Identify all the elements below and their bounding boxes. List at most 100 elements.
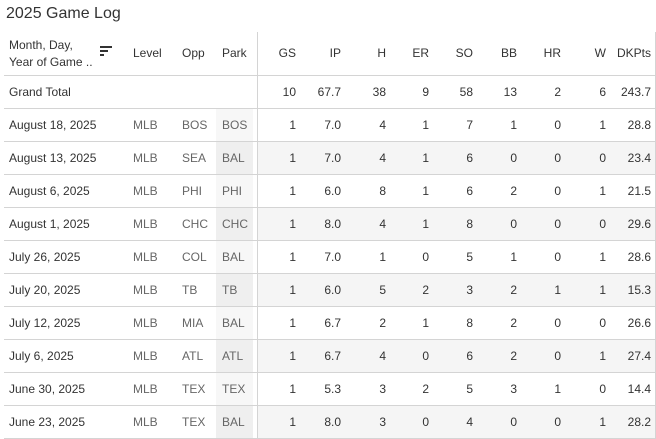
row-opp: CHC bbox=[182, 217, 208, 231]
row-bb: 3 bbox=[510, 382, 517, 396]
header-ip[interactable]: IP bbox=[329, 46, 341, 60]
row-dkpts: 14.4 bbox=[627, 382, 651, 396]
row-opp: MIA bbox=[182, 316, 204, 330]
row-bb: 1 bbox=[510, 118, 517, 132]
row-divider bbox=[4, 339, 656, 340]
row-h: 3 bbox=[379, 415, 386, 429]
row-hr: 0 bbox=[554, 118, 561, 132]
row-bb: 0 bbox=[510, 415, 517, 429]
row-divider bbox=[4, 174, 656, 175]
park-cell-shade bbox=[216, 207, 253, 240]
row-ip: 6.0 bbox=[324, 283, 341, 297]
row-shade bbox=[257, 405, 656, 438]
row-dkpts: 28.6 bbox=[627, 250, 651, 264]
row-opp: TB bbox=[182, 283, 198, 297]
row-dkpts: 23.4 bbox=[627, 151, 651, 165]
header-date-line2[interactable]: Year of Game .. bbox=[9, 55, 93, 69]
row-w: 0 bbox=[599, 217, 606, 231]
row-level: MLB bbox=[133, 349, 158, 363]
row-w: 1 bbox=[599, 283, 606, 297]
row-opp: ATL bbox=[182, 349, 204, 363]
row-divider bbox=[4, 141, 656, 142]
header-opp[interactable]: Opp bbox=[182, 46, 205, 60]
header-park[interactable]: Park bbox=[222, 46, 247, 60]
row-bb: 1 bbox=[510, 250, 517, 264]
row-so: 5 bbox=[466, 250, 473, 264]
row-so: 6 bbox=[466, 349, 473, 363]
row-w: 0 bbox=[599, 151, 606, 165]
header-er[interactable]: ER bbox=[412, 46, 429, 60]
row-shade bbox=[257, 339, 656, 372]
row-park: BAL bbox=[222, 415, 245, 429]
row-date: August 18, 2025 bbox=[9, 118, 97, 132]
row-park: TEX bbox=[222, 382, 246, 396]
column-divider bbox=[257, 32, 258, 438]
page-title: 2025 Game Log bbox=[6, 5, 121, 22]
row-ip: 7.0 bbox=[324, 151, 341, 165]
row-so: 6 bbox=[466, 184, 473, 198]
row-bb: 2 bbox=[510, 349, 517, 363]
row-dkpts: 29.6 bbox=[627, 217, 651, 231]
row-level: MLB bbox=[133, 217, 158, 231]
park-cell-shade bbox=[216, 306, 253, 339]
row-gs: 1 bbox=[289, 349, 296, 363]
row-hr: 0 bbox=[554, 349, 561, 363]
row-level: MLB bbox=[133, 316, 158, 330]
row-level: MLB bbox=[133, 184, 158, 198]
park-cell-shade bbox=[216, 372, 253, 405]
grand-total-bb: 13 bbox=[503, 85, 517, 99]
row-date: August 6, 2025 bbox=[9, 184, 90, 198]
row-h: 8 bbox=[379, 184, 386, 198]
grand-total-label: Grand Total bbox=[9, 85, 71, 99]
row-so: 4 bbox=[466, 415, 473, 429]
row-h: 4 bbox=[379, 349, 386, 363]
row-dkpts: 28.8 bbox=[627, 118, 651, 132]
row-h: 3 bbox=[379, 382, 386, 396]
row-opp: COL bbox=[182, 250, 207, 264]
grand-total-gs: 10 bbox=[282, 85, 296, 99]
sort-icon[interactable] bbox=[100, 46, 112, 58]
row-so: 7 bbox=[466, 118, 473, 132]
row-dkpts: 27.4 bbox=[627, 349, 651, 363]
row-so: 8 bbox=[466, 217, 473, 231]
header-so[interactable]: SO bbox=[455, 46, 473, 60]
row-so: 6 bbox=[466, 151, 473, 165]
park-cell-shade bbox=[216, 174, 253, 207]
row-dkpts: 15.3 bbox=[627, 283, 651, 297]
row-level: MLB bbox=[133, 283, 158, 297]
header-w[interactable]: W bbox=[594, 46, 606, 60]
row-hr: 0 bbox=[554, 217, 561, 231]
row-gs: 1 bbox=[289, 184, 296, 198]
row-date: July 26, 2025 bbox=[9, 250, 81, 264]
row-er: 1 bbox=[422, 316, 429, 330]
header-bb[interactable]: BB bbox=[500, 46, 517, 60]
row-w: 1 bbox=[599, 415, 606, 429]
header-hr[interactable]: HR bbox=[543, 46, 561, 60]
header-dkpts[interactable]: DKPts bbox=[616, 46, 651, 60]
row-date: August 13, 2025 bbox=[9, 151, 97, 165]
header-h[interactable]: H bbox=[377, 46, 386, 60]
row-er: 1 bbox=[422, 184, 429, 198]
park-cell-shade bbox=[216, 405, 253, 438]
row-hr: 0 bbox=[554, 415, 561, 429]
row-level: MLB bbox=[133, 151, 158, 165]
header-gs[interactable]: GS bbox=[278, 46, 296, 60]
row-date: June 23, 2025 bbox=[9, 415, 86, 429]
row-gs: 1 bbox=[289, 283, 296, 297]
row-so: 3 bbox=[466, 283, 473, 297]
row-so: 5 bbox=[466, 382, 473, 396]
row-ip: 5.3 bbox=[324, 382, 341, 396]
row-park: BAL bbox=[222, 316, 245, 330]
header-date-line1[interactable]: Month, Day, bbox=[9, 38, 73, 52]
row-shade bbox=[257, 273, 656, 306]
row-er: 0 bbox=[422, 250, 429, 264]
grand-total-dkpts: 243.7 bbox=[620, 85, 651, 99]
row-gs: 1 bbox=[289, 151, 296, 165]
row-ip: 8.0 bbox=[324, 217, 341, 231]
row-er: 0 bbox=[422, 349, 429, 363]
row-date: June 30, 2025 bbox=[9, 382, 86, 396]
row-level: MLB bbox=[133, 250, 158, 264]
header-level[interactable]: Level bbox=[133, 46, 162, 60]
row-opp: TEX bbox=[182, 415, 206, 429]
row-h: 4 bbox=[379, 151, 386, 165]
